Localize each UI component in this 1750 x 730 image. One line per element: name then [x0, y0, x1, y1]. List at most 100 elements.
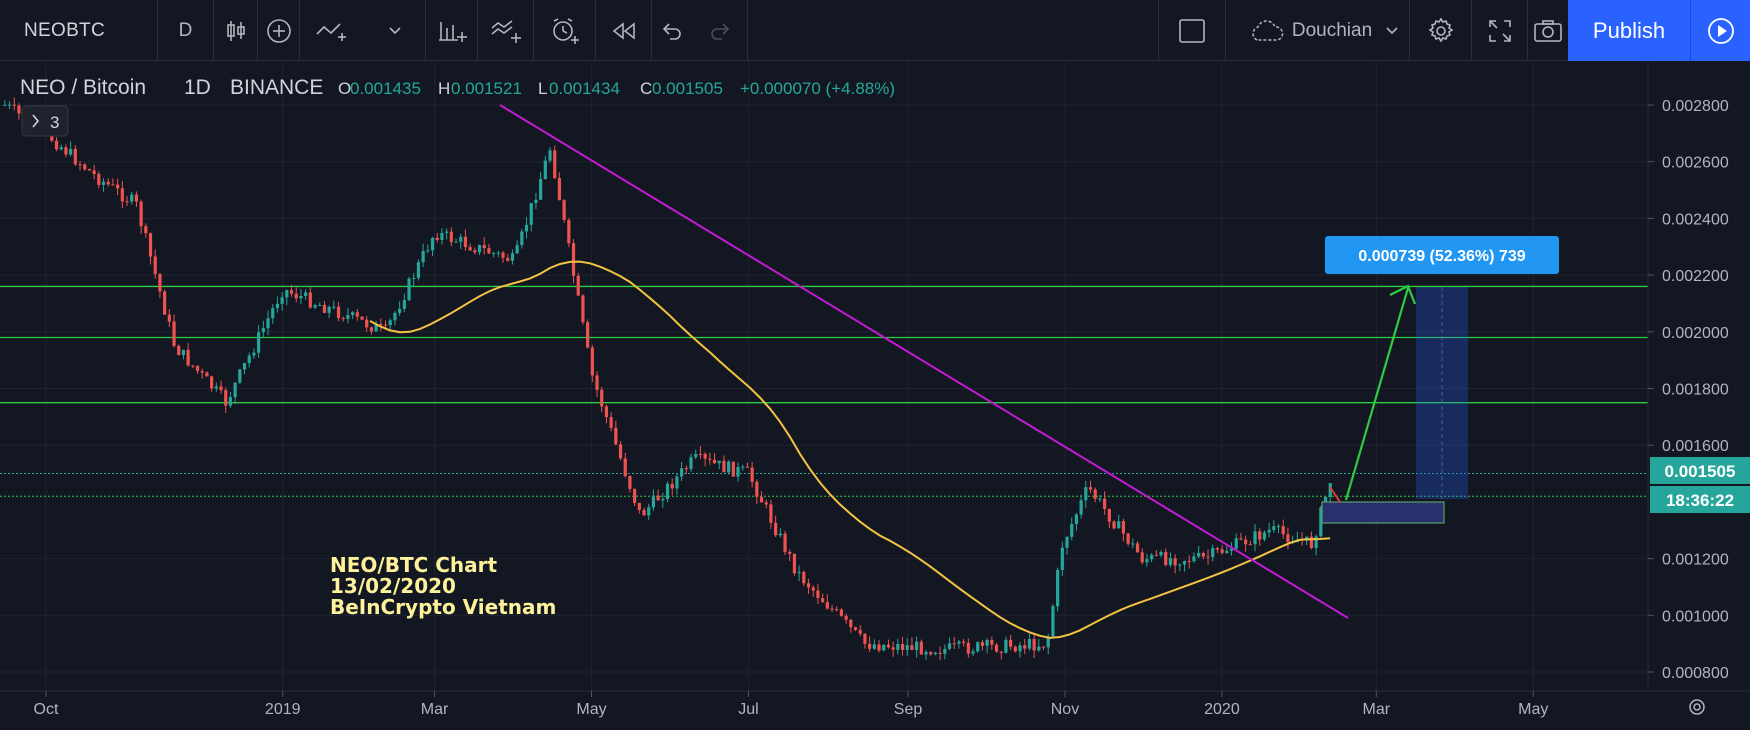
candle [299, 296, 303, 299]
candle [830, 608, 834, 610]
annotation-line-1: NEO/BTC Chart [330, 553, 498, 577]
candle [1201, 553, 1205, 557]
candle [1154, 554, 1158, 556]
candle [1314, 536, 1318, 549]
candle [553, 150, 557, 179]
candle [1206, 556, 1210, 558]
indicators-icon[interactable] [300, 0, 364, 61]
compare-icon[interactable] [478, 0, 534, 61]
candle [1267, 529, 1271, 533]
candle [304, 292, 308, 297]
candle [515, 245, 519, 254]
candle [177, 345, 181, 356]
candle [7, 104, 12, 106]
camera-icon[interactable] [1528, 0, 1568, 61]
legend: NEO / Bitcoin 1D BINANCE O 0.001435 H 0.… [20, 76, 895, 99]
candle [1056, 569, 1060, 607]
chart-canvas[interactable]: 0.000739 (52.36%) 739 0.0028000.0026000.… [0, 61, 1750, 730]
candle [275, 303, 280, 309]
candle [609, 417, 613, 428]
candle [882, 644, 886, 651]
candle [369, 327, 374, 332]
candle [802, 572, 806, 584]
candle [929, 652, 933, 655]
candle [101, 181, 106, 185]
candle [73, 148, 77, 165]
rectangle-icon[interactable] [1158, 0, 1226, 61]
candle [933, 652, 938, 655]
candle [1131, 543, 1135, 545]
legend-close: 0.001505 [652, 79, 723, 98]
candle [1135, 543, 1140, 553]
replay-back-icon[interactable] [596, 0, 652, 61]
undo-icon[interactable] [652, 0, 692, 61]
entry-zone[interactable] [1321, 501, 1445, 524]
alert-icon[interactable] [534, 0, 596, 61]
price-tick-label: 0.001800 [1662, 382, 1729, 399]
collapsed-count: 3 [50, 113, 59, 132]
candle [106, 181, 110, 185]
legend-high: 0.001521 [451, 79, 522, 98]
candle [750, 467, 754, 482]
time-axis[interactable]: Oct 2019 Mar May Jul Sep Nov 2020 Mar May [34, 691, 1549, 718]
candle [1182, 561, 1187, 565]
candle [445, 231, 449, 233]
candle [360, 316, 364, 320]
legend-collapse-button[interactable]: 3 [21, 105, 69, 137]
fullscreen-icon[interactable] [1472, 0, 1528, 61]
legend-close-label: C [640, 79, 652, 98]
candle [891, 647, 895, 650]
measure-text: 0.000739 (52.36%) 739 [1358, 248, 1525, 265]
gear-icon[interactable] [1410, 0, 1472, 61]
legend-high-label: H [438, 79, 450, 98]
candle [1070, 523, 1074, 537]
annotation-text[interactable]: NEO/BTC Chart 13/02/2020 BeInCrypto Viet… [330, 553, 556, 619]
publish-button[interactable]: Publish [1568, 0, 1690, 61]
candle [1187, 561, 1191, 563]
candle [1328, 483, 1332, 497]
candle [252, 352, 256, 356]
layout-name-button[interactable]: Douchian [1226, 0, 1394, 61]
candle [83, 164, 87, 170]
candle [976, 642, 980, 652]
candle [139, 201, 143, 227]
target-arrow [1329, 284, 1417, 503]
legend-low: 0.001434 [549, 79, 620, 98]
candle [1309, 536, 1314, 549]
interval-button[interactable]: D [158, 0, 214, 61]
redo-icon[interactable] [692, 0, 748, 61]
candle [853, 627, 858, 630]
chevron-down-icon[interactable] [1374, 0, 1410, 61]
candle [745, 466, 750, 468]
candle [487, 248, 491, 254]
bars-icon[interactable] [426, 0, 478, 61]
candle [783, 533, 787, 552]
trendline[interactable] [499, 104, 1349, 619]
candle [1173, 558, 1177, 566]
candle [792, 553, 797, 574]
candle [1145, 559, 1149, 563]
price-axis[interactable]: 0.002800 0.002600 0.002400 0.002200 0.002000… [1648, 98, 1729, 682]
candle [163, 291, 167, 315]
candle [623, 458, 627, 477]
candle [1168, 558, 1173, 566]
moving-average-line [369, 260, 1331, 639]
candle [1211, 547, 1215, 558]
play-icon[interactable] [1690, 0, 1750, 61]
candle [698, 453, 703, 455]
symbol-search-button[interactable]: NEOBTC [0, 0, 158, 61]
candle [806, 583, 811, 588]
plus-circle-icon[interactable] [258, 0, 300, 61]
time-tick-label: Mar [421, 701, 449, 718]
axis-settings-icon[interactable] [1689, 699, 1705, 715]
candle [144, 226, 148, 234]
candle [637, 502, 641, 510]
candle [947, 643, 952, 649]
candle [355, 312, 359, 317]
candles-icon[interactable] [214, 0, 258, 61]
measure-label: 0.000739 (52.36%) 739 [1325, 236, 1559, 274]
chevron-down-icon[interactable] [364, 0, 426, 61]
candle [1112, 521, 1116, 529]
candle [219, 386, 223, 391]
candle [1004, 639, 1008, 653]
